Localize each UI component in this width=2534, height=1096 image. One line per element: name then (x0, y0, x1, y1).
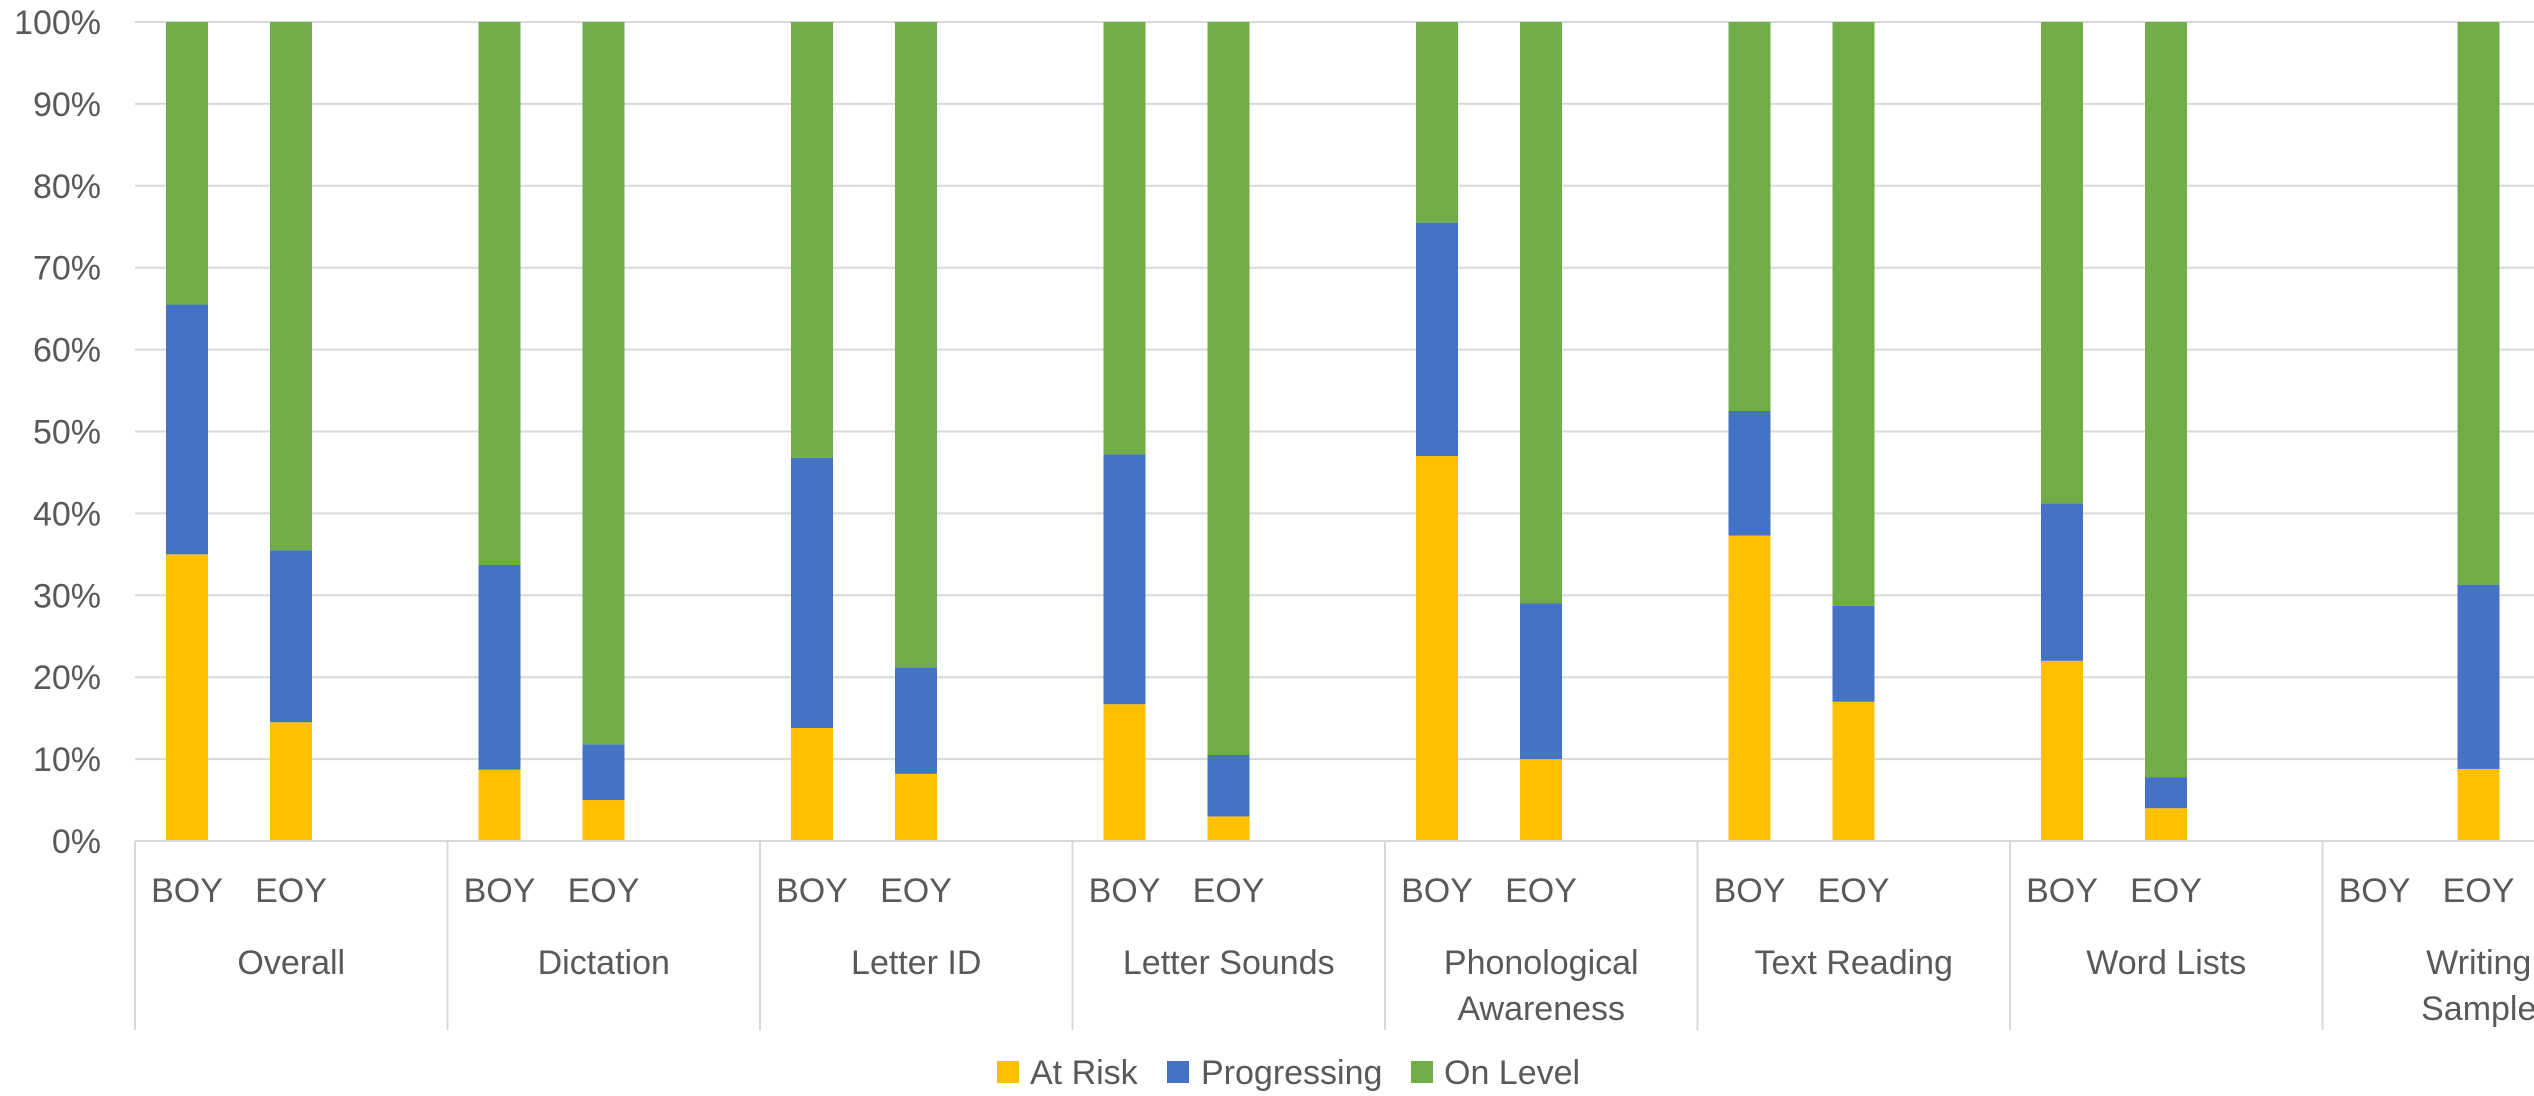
subcategory-label: BOY (151, 872, 223, 910)
subcategory-label: BOY (2026, 872, 2098, 910)
bar-segment-on-level[interactable] (166, 22, 208, 305)
bar-segment-on-level[interactable] (1416, 22, 1458, 223)
y-tick-label: 30% (33, 577, 101, 615)
subcategory-label: EOY (1818, 872, 1890, 910)
bar-segment-progressing[interactable] (1207, 755, 1250, 817)
subcategory-label: EOY (1193, 872, 1265, 910)
bar-segment-at-risk[interactable] (2041, 660, 2083, 841)
bar-segment-at-risk[interactable] (895, 773, 937, 841)
subcategory-label: EOY (1505, 872, 1577, 910)
bar-segment-at-risk[interactable] (270, 722, 312, 841)
subcategory-label: BOY (2339, 872, 2411, 910)
bars (166, 22, 2500, 841)
group-label: Overall (237, 944, 345, 982)
legend-swatch-on-level[interactable] (1411, 1061, 1433, 1083)
legend-swatch-progressing[interactable] (1167, 1061, 1189, 1083)
bar-segment-on-level[interactable] (1207, 22, 1250, 756)
bar-segment-on-level[interactable] (2457, 22, 2500, 585)
group-label: Letter ID (851, 944, 981, 982)
bar-segment-at-risk[interactable] (2145, 808, 2187, 841)
bar-segment-progressing[interactable] (1103, 454, 1146, 705)
y-tick-label: 50% (33, 414, 101, 452)
legend: At Risk Progressing On Level (997, 1054, 1580, 1092)
bar-segment-at-risk[interactable] (1207, 816, 1250, 841)
bar-segment-at-risk[interactable] (478, 769, 521, 841)
legend-label-progressing[interactable]: Progressing (1201, 1054, 1382, 1092)
bar-segment-on-level[interactable] (2145, 22, 2187, 778)
y-tick-label: 10% (33, 741, 101, 779)
bar-segment-at-risk[interactable] (1520, 759, 1562, 841)
gridlines (135, 21, 2534, 761)
bar-segment-on-level[interactable] (895, 22, 937, 668)
bar-segment-on-level[interactable] (1520, 22, 1562, 604)
subcategory-label: BOY (1714, 872, 1786, 910)
legend-label-on-level[interactable]: On Level (1444, 1054, 1580, 1092)
y-tick-label: 80% (33, 168, 101, 206)
group-label: Word Lists (2086, 944, 2246, 982)
bar-segment-progressing[interactable] (895, 667, 937, 774)
group-label: Phonological (1444, 944, 1639, 982)
legend-swatch-at-risk[interactable] (997, 1061, 1019, 1083)
bar-segment-progressing[interactable] (1416, 222, 1458, 457)
bar-segment-on-level[interactable] (478, 22, 521, 565)
bar-segment-on-level[interactable] (270, 22, 312, 551)
y-tick-label: 90% (33, 86, 101, 124)
bar-segment-at-risk[interactable] (166, 554, 208, 841)
y-tick-label: 100% (14, 4, 101, 42)
bar-segment-on-level[interactable] (1728, 22, 1771, 412)
subcategory-label: EOY (2443, 872, 2515, 910)
group-label: Writing (2426, 944, 2531, 982)
y-tick-label: 40% (33, 495, 101, 533)
bar-segment-progressing[interactable] (1832, 605, 1875, 702)
bar-segment-on-level[interactable] (1103, 22, 1146, 455)
legend-label-at-risk[interactable]: At Risk (1030, 1054, 1139, 1092)
subcategory-label: EOY (880, 872, 952, 910)
bar-segment-on-level[interactable] (2041, 22, 2083, 504)
bar-segment-at-risk[interactable] (1832, 701, 1875, 841)
subcategory-label: BOY (1089, 872, 1161, 910)
y-tick-label: 0% (52, 823, 101, 861)
bar-segment-at-risk[interactable] (582, 800, 625, 841)
bar-segment-on-level[interactable] (791, 22, 833, 458)
bar-segment-at-risk[interactable] (1103, 704, 1146, 841)
x-axis-labels: BOY EOY BOY EOY BOY EOY BOY EOY BOY EOY BOY EOY BOY E… (151, 872, 2534, 1028)
bar-segment-progressing[interactable] (1728, 411, 1771, 536)
bar-segment-progressing[interactable] (478, 564, 521, 770)
x-axis (134, 840, 2534, 1030)
subcategory-label: BOY (464, 872, 536, 910)
y-axis-tick-labels: 0% 10% 20% 30% 40% 50% 60% 70% 80% 90% 100% (14, 4, 101, 861)
bar-segment-progressing[interactable] (2145, 777, 2187, 809)
bar-segment-progressing[interactable] (791, 457, 833, 728)
subcategory-label: EOY (568, 872, 640, 910)
subcategory-label: EOY (255, 872, 327, 910)
y-tick-label: 60% (33, 332, 101, 370)
bar-segment-progressing[interactable] (166, 304, 208, 555)
subcategory-label: EOY (2130, 872, 2202, 910)
bar-segment-at-risk[interactable] (1728, 535, 1771, 841)
bar-segment-at-risk[interactable] (1416, 456, 1458, 841)
bar-segment-progressing[interactable] (2041, 503, 2083, 661)
group-label: Text Reading (1755, 944, 1953, 982)
bar-segment-progressing[interactable] (1520, 603, 1562, 760)
bar-segment-progressing[interactable] (582, 744, 625, 801)
bar-segment-on-level[interactable] (582, 22, 625, 745)
group-label: Dictation (538, 944, 670, 982)
group-label: Sample (2421, 990, 2534, 1028)
bar-segment-at-risk[interactable] (2457, 768, 2500, 841)
bar-segment-progressing[interactable] (2457, 584, 2500, 769)
group-label: Awareness (1457, 990, 1625, 1028)
subcategory-label: BOY (776, 872, 848, 910)
group-label: Letter Sounds (1123, 944, 1335, 982)
y-tick-label: 70% (33, 250, 101, 288)
bar-segment-on-level[interactable] (1832, 22, 1875, 606)
y-tick-label: 20% (33, 659, 101, 697)
bar-segment-at-risk[interactable] (791, 727, 833, 841)
bar-segment-progressing[interactable] (270, 550, 312, 723)
subcategory-label: BOY (1401, 872, 1473, 910)
